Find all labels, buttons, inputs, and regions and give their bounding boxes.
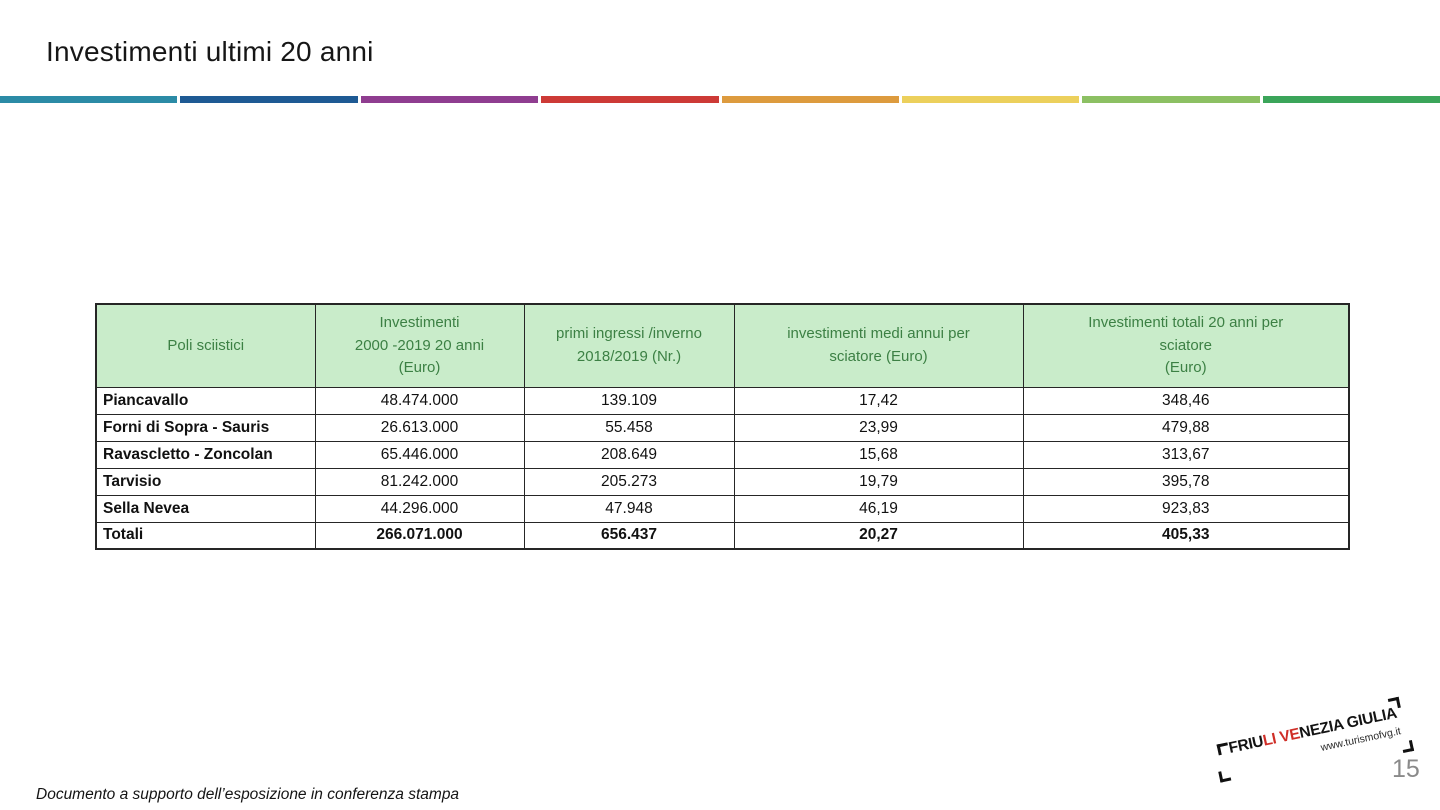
row-label: Piancavallo (95, 386, 316, 415)
footer-note: Documento a supporto dell’esposizione in… (36, 786, 460, 803)
row-label: Sella Nevea (95, 494, 316, 523)
table-row-tarvisio: Tarvisio 81.242.000 205.273 19,79 395,78 (95, 467, 1350, 496)
header-line: (Euro) (1164, 359, 1207, 376)
header-line: (Euro) (398, 359, 441, 376)
column-header-investimenti-medi: investimenti medi annui per sciatore (Eu… (733, 303, 1024, 388)
logo-text-black: FRIU (1227, 733, 1265, 757)
cell-value: 395,78 (1022, 467, 1350, 496)
logo-bracket-icon (1401, 739, 1415, 753)
header-line: Poli sciistici (167, 336, 245, 354)
logo-text-red: LI VE (1261, 725, 1302, 750)
header-line: investimenti medi annui per (787, 325, 970, 343)
cell-value: 348,46 (1022, 386, 1350, 415)
header-line: sciatore (Euro) (829, 347, 928, 365)
table-row-piancavallo: Piancavallo 48.474.000 139.109 17,42 348… (95, 386, 1350, 415)
cell-value: 48.474.000 (314, 386, 525, 415)
header-line: Investimenti totali 20 anni per (1088, 314, 1284, 331)
column-header-investimenti-totali: Investimenti totali 20 anni per sciatore… (1022, 303, 1350, 388)
header-line: sciatore (1159, 336, 1213, 354)
column-header-primi-ingressi: primi ingressi /inverno 2018/2019 (Nr.) (523, 303, 735, 388)
color-divider-bar (0, 96, 1440, 103)
table-header-row: Poli sciistici Investimenti 2000 -2019 2… (95, 303, 1350, 388)
cell-value: 20,27 (733, 521, 1024, 550)
divider-segment-purple (360, 96, 539, 103)
cell-value: 23,99 (733, 413, 1024, 442)
table-row-ravascletto-zoncolan: Ravascletto - Zoncolan 65.446.000 208.64… (95, 440, 1350, 469)
logo-bracket-icon (1218, 769, 1232, 783)
header-line: 2018/2019 (Nr.) (576, 347, 682, 365)
row-label: Totali (95, 521, 316, 550)
cell-value: 139.109 (523, 386, 735, 415)
header-line: primi ingressi /inverno (556, 325, 702, 343)
cell-value: 44.296.000 (314, 494, 525, 523)
page-title: Investimenti ultimi 20 anni (46, 36, 374, 67)
cell-value: 405,33 (1022, 521, 1350, 550)
cell-value: 46,19 (733, 494, 1024, 523)
logo-bracket-icon (1216, 742, 1230, 756)
divider-segment-blue (180, 96, 358, 103)
logo-bracket-icon (1387, 696, 1401, 710)
page-number: 15 (1392, 755, 1420, 783)
header-line: 2000 -2019 20 anni (354, 336, 485, 354)
cell-value: 923,83 (1022, 494, 1350, 523)
cell-value: 55.458 (523, 413, 735, 442)
divider-segment-lightgreen (1082, 96, 1260, 103)
cell-value: 81.242.000 (314, 467, 525, 496)
cell-value: 205.273 (523, 467, 735, 496)
cell-value: 313,67 (1022, 440, 1350, 469)
cell-value: 19,79 (733, 467, 1024, 496)
column-header-poli-sciistici: Poli sciistici (95, 303, 316, 388)
friuli-venezia-giulia-logo: FRIULI VENEZIA GIULIA www.turismofvg.it (1216, 696, 1415, 788)
cell-value: 47.948 (523, 494, 735, 523)
cell-value: 26.613.000 (314, 413, 525, 442)
column-header-investimenti: Investimenti 2000 -2019 20 anni (Euro) (314, 303, 525, 388)
row-label: Tarvisio (95, 467, 316, 496)
cell-value: 65.446.000 (314, 440, 525, 469)
cell-value: 479,88 (1022, 413, 1350, 442)
row-label: Ravascletto - Zoncolan (95, 440, 316, 469)
divider-segment-teal (0, 96, 178, 103)
cell-value: 17,42 (733, 386, 1024, 415)
header-line: Investimenti (379, 314, 460, 331)
table-row-totali: Totali 266.071.000 656.437 20,27 405,33 (95, 521, 1350, 550)
cell-value: 15,68 (733, 440, 1024, 469)
divider-segment-green (1262, 96, 1440, 103)
divider-segment-red (541, 96, 719, 103)
table-row-sella-nevea: Sella Nevea 44.296.000 47.948 46,19 923,… (95, 494, 1350, 523)
investments-table: Poli sciistici Investimenti 2000 -2019 2… (95, 303, 1350, 550)
row-label: Forni di Sopra - Sauris (95, 413, 316, 442)
cell-value: 266.071.000 (314, 521, 525, 550)
cell-value: 208.649 (523, 440, 735, 469)
table-row-forni-di-sopra-sauris: Forni di Sopra - Sauris 26.613.000 55.45… (95, 413, 1350, 442)
divider-segment-yellow (901, 96, 1080, 103)
divider-segment-orange (721, 96, 899, 103)
cell-value: 656.437 (523, 521, 735, 550)
